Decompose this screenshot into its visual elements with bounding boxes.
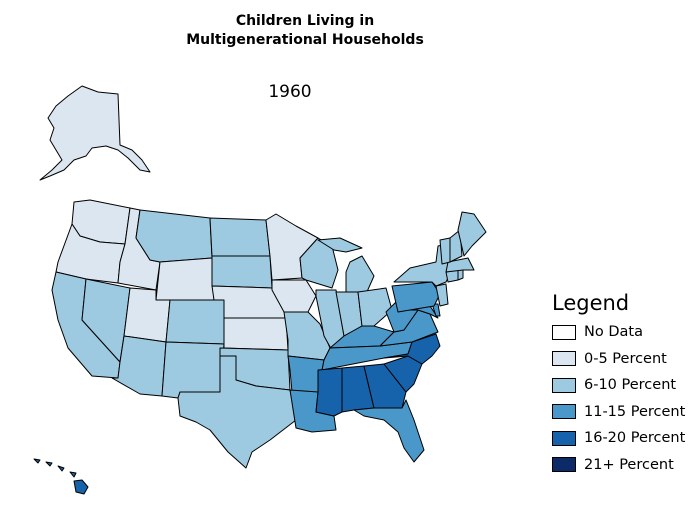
legend-label: 11-15 Percent — [584, 403, 686, 420]
legend: Legend No Data 0-5 Percent 6-10 Percent 11-… — [552, 291, 685, 478]
state-texas — [177, 355, 297, 469]
state-hawaii — [73, 479, 89, 495]
legend-item: 16-20 Percent — [552, 425, 685, 452]
state-new-jersey — [435, 283, 449, 307]
state-hawaii — [45, 461, 53, 467]
state-pennsylvania — [391, 281, 441, 313]
state-new-hampshire — [449, 229, 463, 263]
year-label: 1960 — [268, 82, 312, 102]
state-north-carolina — [383, 333, 441, 365]
state-mississippi — [315, 367, 343, 417]
state-maine — [457, 211, 487, 257]
state-kansas — [223, 317, 289, 351]
state-massachusetts — [445, 257, 475, 273]
state-michigan — [345, 255, 375, 295]
legend-item: No Data — [552, 319, 685, 346]
state-new-mexico — [161, 341, 225, 399]
state-hawaii — [57, 465, 65, 472]
legend-swatch — [552, 351, 576, 367]
state-vermont — [439, 237, 451, 265]
legend-item: 6-10 Percent — [552, 372, 685, 399]
legend-swatch — [552, 457, 576, 473]
legend-title: Legend — [552, 291, 630, 315]
state-delaware — [431, 303, 441, 317]
state-north-dakota — [209, 217, 271, 257]
state-hawaii — [33, 458, 41, 464]
state-wyoming — [155, 257, 215, 301]
state-alaska — [39, 85, 151, 181]
legend-items: No Data 0-5 Percent 6-10 Percent 11-15 Perc… — [552, 319, 685, 478]
title-line-1: Children Living in — [235, 13, 375, 29]
state-colorado — [165, 299, 225, 345]
title-line-2: Multigenerational Households — [186, 32, 424, 48]
state-south-carolina — [383, 355, 423, 393]
state-south-dakota — [211, 255, 273, 289]
legend-label: 6-10 Percent — [584, 377, 677, 394]
state-florida — [353, 399, 425, 463]
legend-label: 16-20 Percent — [584, 430, 686, 447]
state-montana — [135, 209, 213, 263]
state-michigan — [317, 237, 363, 253]
legend-label: No Data — [584, 324, 643, 341]
state-rhode-island — [457, 269, 464, 281]
legend-swatch — [552, 377, 576, 393]
legend-label: 0-5 Percent — [584, 350, 667, 367]
legend-swatch — [552, 430, 576, 446]
legend-swatch — [552, 324, 576, 340]
legend-item: 11-15 Percent — [552, 399, 685, 426]
map-title: Children Living in Multigenerational Hou… — [150, 12, 460, 50]
legend-swatch — [552, 404, 576, 420]
state-georgia — [363, 363, 407, 409]
legend-item: 0-5 Percent — [552, 346, 685, 373]
legend-label: 21+ Percent — [584, 456, 674, 473]
state-hawaii — [69, 471, 77, 478]
legend-item: 21+ Percent — [552, 452, 685, 479]
state-ohio — [357, 287, 393, 327]
